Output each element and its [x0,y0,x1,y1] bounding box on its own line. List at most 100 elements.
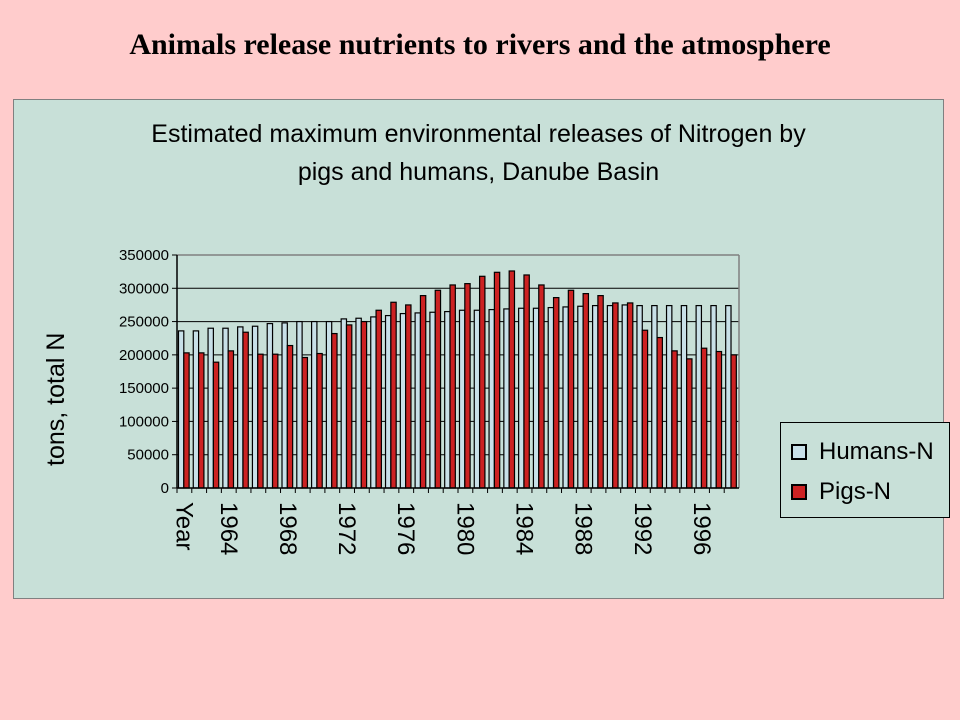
bar-pigs [715,350,723,489]
bar-pigs [449,284,456,489]
y-tick-label: 50000 [127,447,169,464]
legend-swatch-humans [791,444,807,460]
bar-humans [310,320,318,489]
y-axis-label: tons, total N [42,332,70,466]
bar-humans [296,320,303,489]
bar-humans [370,316,377,489]
bar-pigs [390,301,397,489]
bar-pigs [464,283,471,489]
bar-pigs [316,352,323,489]
bar-humans [458,309,466,489]
bar-humans [251,325,259,489]
x-tick-label: 1964 [215,502,242,555]
bar-humans [488,308,495,489]
y-tick-label: 0 [161,480,169,497]
bar-humans [547,306,555,489]
x-tick-label: 1976 [392,502,419,555]
bar-humans [577,305,584,489]
chart-plot: 0 50000 100000 150000 200000 250000 300000 3500… [119,247,740,555]
y-tick-label: 300000 [119,280,169,297]
bar-pigs [552,297,560,489]
bar-pigs [212,361,220,489]
bar-pigs [434,289,442,489]
bar-pigs [271,353,279,489]
bar-pigs [626,302,634,489]
bar-pigs [345,324,353,489]
y-tick-label: 150000 [119,380,169,397]
slide-title: Animals release nutrients to rivers and … [129,28,831,61]
chart-title-line-2: pigs and humans, Danube Basin [297,158,660,186]
y-tick-label: 250000 [119,314,169,331]
bar-humans [355,317,362,489]
legend-label-pigs: Pigs-N [819,478,892,505]
bar-humans [680,304,688,489]
bar-pigs [671,350,678,489]
x-tick-label: 1972 [333,502,360,555]
legend-item-humans: Humans-N [791,437,934,467]
x-tick-label: 1968 [274,502,301,555]
bar-humans [710,304,717,489]
bar-humans [591,304,599,489]
bar-humans [192,330,200,489]
bar-humans [399,312,407,489]
bar-humans [266,322,274,489]
bar-pigs [331,332,338,489]
bar-pigs [656,336,663,489]
bar-pigs [567,289,575,489]
bar-pigs [257,353,264,489]
bar-humans [473,309,481,489]
bar-humans [665,304,673,489]
bar-pigs [286,344,294,489]
bar-humans [503,308,510,489]
bar-pigs [582,293,590,489]
bar-humans [636,304,643,489]
bar-humans [725,304,732,489]
x-tick-label: 1980 [451,502,478,555]
x-axis-label: Year [170,502,197,551]
bar-pigs [419,295,427,489]
bar-humans [532,307,540,489]
bar-humans [621,304,629,489]
bar-humans [325,320,333,489]
bar-humans [429,311,436,489]
bar-pigs [405,304,412,489]
bar-pigs [686,358,693,489]
bar-humans [207,327,214,489]
bar-humans [177,330,185,489]
bar-pigs [523,274,530,489]
bar-pigs [183,352,190,489]
y-tick-label: 100000 [119,413,169,430]
bar-pigs [197,352,205,489]
bar-pigs [730,354,737,489]
bar-humans [237,326,244,489]
bar-humans [606,304,614,489]
chart-area: Estimated maximum environmental releases… [13,99,950,599]
bar-pigs [493,271,501,489]
bar-pigs [641,329,649,489]
bar-pigs [612,302,619,489]
y-tick-label: 350000 [119,247,169,264]
x-tick-label: 1996 [688,502,715,555]
bar-humans [384,314,392,489]
bar-humans [414,312,422,489]
chart-title-line-1: Estimated maximum environmental releases… [151,120,806,148]
legend-label-humans: Humans-N [819,438,934,465]
x-tick-label: 1992 [629,502,656,555]
bar-humans [444,310,451,489]
bar-pigs [360,320,368,489]
bar-humans [562,306,569,489]
bar-humans [695,304,703,489]
bar-humans [651,304,658,489]
x-tick-label: 1984 [511,502,538,555]
bar-humans [222,327,229,489]
bar-pigs [301,356,309,489]
legend-item-pigs: Pigs-N [791,477,891,507]
bar-pigs [375,309,382,489]
bar-pigs [478,275,486,489]
bar-pigs [700,347,708,489]
legend-swatch-pigs [791,484,807,500]
bar-pigs [538,284,545,489]
y-tick-label: 200000 [119,347,169,364]
bar-humans [281,322,288,489]
bar-humans [518,307,525,489]
